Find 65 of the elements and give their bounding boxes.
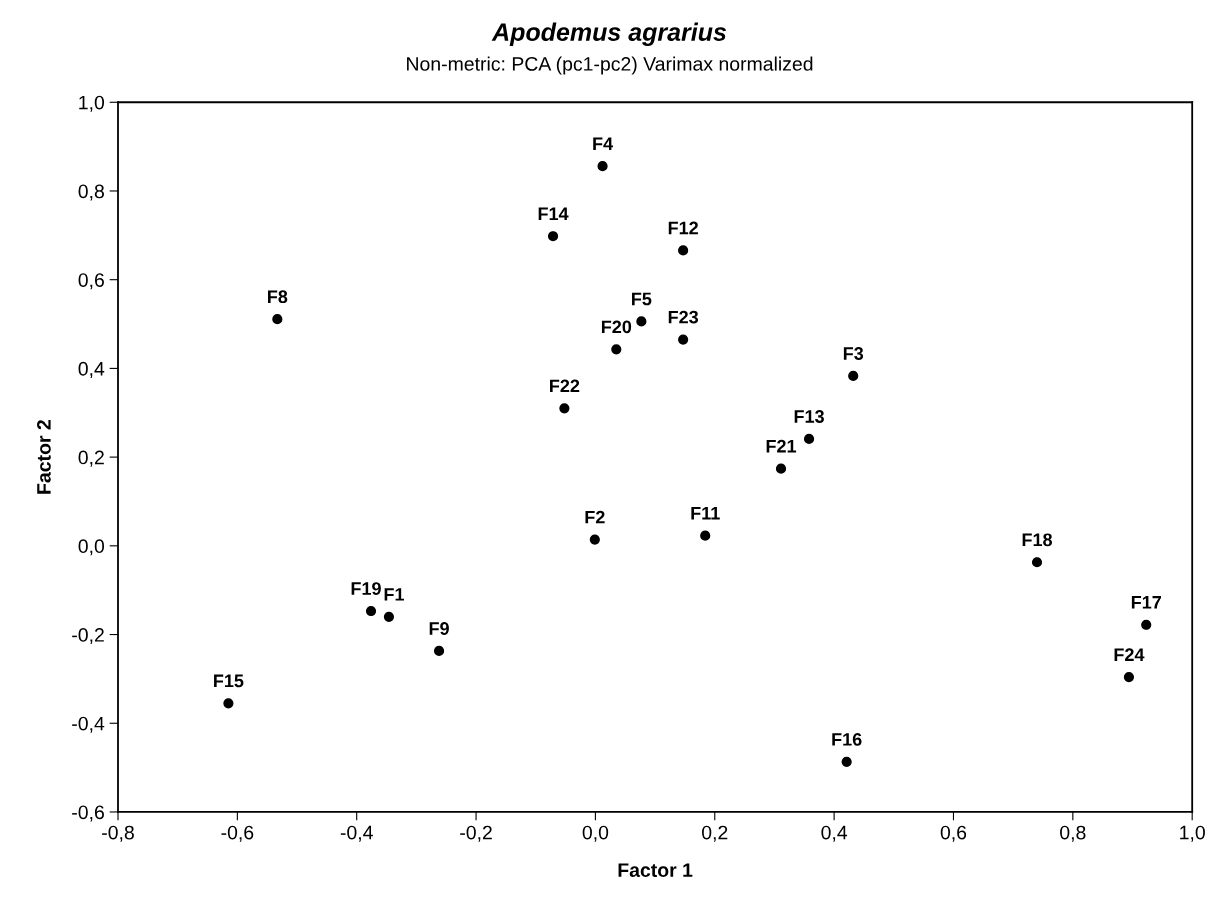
point bbox=[848, 370, 859, 382]
y-tick-label: 0,8 bbox=[78, 184, 104, 201]
annotation: F19 bbox=[351, 582, 381, 595]
point bbox=[678, 245, 689, 256]
annotation: F12 bbox=[668, 221, 698, 235]
annotation: F22 bbox=[550, 379, 580, 393]
point bbox=[803, 433, 815, 445]
annotation: F15 bbox=[214, 674, 244, 688]
annotation: F17 bbox=[1131, 596, 1161, 609]
x-tick-label: -0,4 bbox=[340, 825, 373, 842]
point bbox=[272, 314, 283, 325]
annotation: F24 bbox=[1114, 648, 1145, 661]
annotation: F8 bbox=[268, 290, 288, 304]
y-tick-label: 0,6 bbox=[78, 273, 104, 290]
point bbox=[589, 534, 600, 545]
annotation: F18 bbox=[1022, 533, 1053, 547]
point bbox=[559, 403, 570, 414]
annotation: F2 bbox=[585, 510, 605, 524]
annotation: F5 bbox=[632, 292, 652, 306]
point bbox=[433, 645, 445, 657]
y-tick-label: 0,2 bbox=[78, 450, 104, 467]
y-tick-label: 1,0 bbox=[79, 95, 105, 112]
y-tick-label: -0,6 bbox=[72, 805, 104, 822]
point bbox=[841, 756, 852, 767]
x-axis-title: Factor 1 bbox=[618, 863, 693, 878]
y-tick-label: 0,4 bbox=[78, 361, 105, 378]
annotation: F23 bbox=[668, 310, 699, 324]
y-tick-label: -0,4 bbox=[72, 716, 105, 733]
x-tick-label: -0,6 bbox=[221, 825, 254, 842]
y-tick-label: 0,0 bbox=[78, 539, 105, 556]
point bbox=[1123, 672, 1135, 683]
point bbox=[700, 530, 711, 541]
point bbox=[1031, 557, 1043, 568]
x-tick-label: 1,0 bbox=[1180, 825, 1205, 842]
point bbox=[678, 334, 689, 345]
x-tick-label: -0,8 bbox=[102, 825, 134, 842]
x-tick-label: 0,6 bbox=[940, 825, 967, 842]
y-tick-label: -0,2 bbox=[72, 628, 104, 645]
x-tick-label: 0,0 bbox=[582, 825, 609, 842]
x-tick-label: 0,8 bbox=[1060, 825, 1086, 842]
x-tick-label: 0,4 bbox=[821, 825, 848, 842]
point bbox=[611, 344, 622, 355]
annotation: F20 bbox=[601, 320, 632, 334]
annotation: F1 bbox=[384, 588, 405, 601]
annotation: F14 bbox=[538, 207, 569, 220]
annotation: F16 bbox=[832, 732, 862, 746]
chart-title: Apodemus agrarius bbox=[491, 22, 727, 46]
chart-subtitle: Non-metric: PCA (pc1-pc2) Varimax normalized bbox=[407, 56, 813, 75]
y-axis-title: Factor 2 bbox=[37, 420, 51, 494]
point bbox=[223, 698, 234, 709]
point bbox=[365, 605, 377, 617]
point bbox=[636, 316, 647, 327]
point bbox=[1141, 619, 1152, 630]
annotation: F21 bbox=[766, 439, 797, 453]
x-tick-label: 0,2 bbox=[702, 825, 728, 842]
annotation: F9 bbox=[429, 622, 449, 635]
annotation: F13 bbox=[794, 410, 824, 423]
annotation: F4 bbox=[593, 137, 614, 150]
point bbox=[775, 463, 787, 474]
point bbox=[547, 231, 559, 242]
point bbox=[383, 611, 395, 622]
annotation: F11 bbox=[691, 506, 720, 520]
point bbox=[597, 161, 608, 172]
annotation: F3 bbox=[843, 347, 864, 360]
x-tick-label: -0,2 bbox=[460, 825, 492, 842]
